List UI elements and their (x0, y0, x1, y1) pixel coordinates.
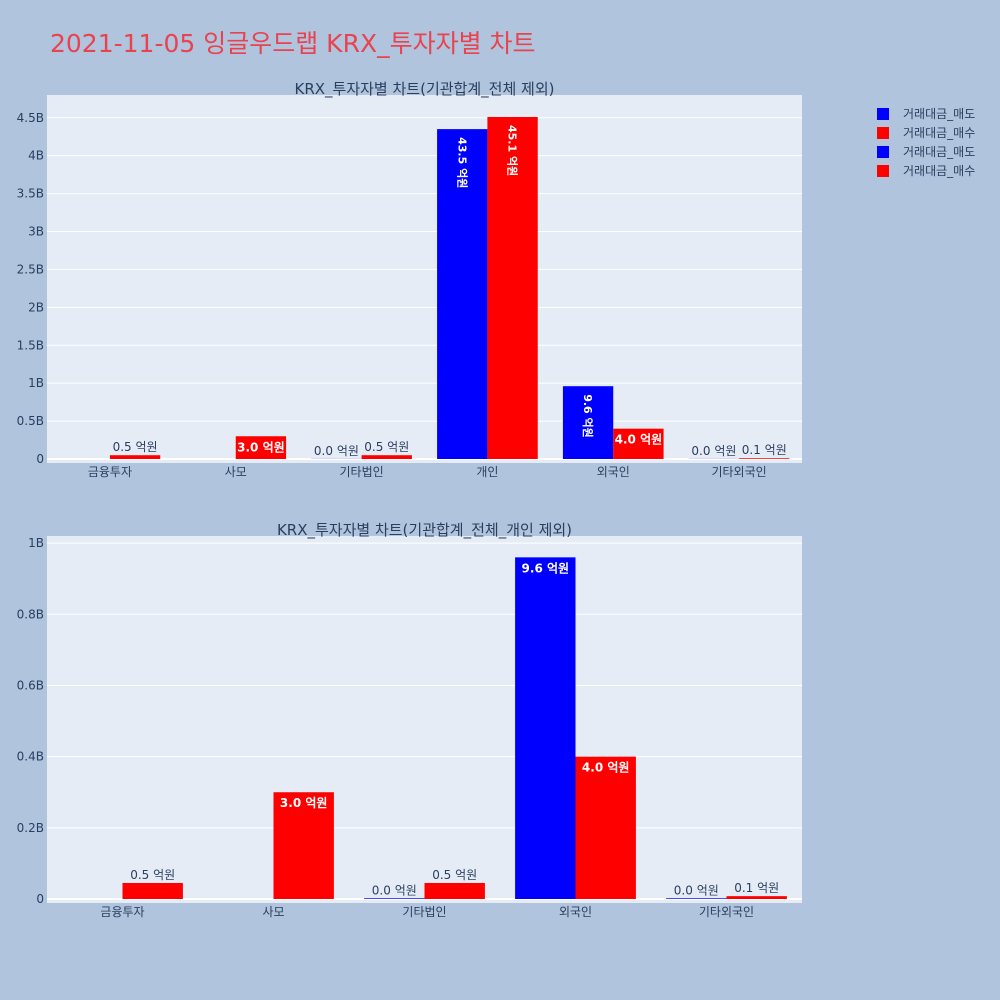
chart-1: KRX_투자자별 차트(기관합계_전체 제외) 0 0.5B 1B 1.5B 2B 2.5B… (17, 80, 802, 479)
plot-background (47, 95, 802, 463)
y-tick-label: 2B (28, 300, 44, 314)
x-tick-label: 기타법인 (402, 905, 446, 919)
y-tick-label: 4.5B (17, 111, 44, 125)
data-label: 3.0 억원 (280, 796, 328, 810)
legend-label: 거래대금_매도 (903, 145, 975, 159)
y-tick-label: 0 (36, 452, 44, 466)
data-label: 9.6 억원 (522, 561, 570, 575)
bar-sell (666, 898, 727, 899)
y-tick-label: 1.5B (17, 338, 44, 352)
bar-sell (515, 557, 576, 899)
plot-background (47, 536, 802, 903)
data-label: 0.5 억원 (432, 868, 477, 882)
y-tick-label: 0.8B (17, 607, 44, 621)
bar-buy (726, 896, 787, 899)
y-tick-label: 3B (28, 225, 44, 239)
legend-swatch (877, 165, 889, 177)
bar-buy (361, 455, 412, 459)
x-tick-label: 기타법인 (339, 465, 383, 479)
legend-swatch (877, 108, 889, 120)
x-tick-label: 개인 (476, 465, 498, 479)
x-tick-label: 외국인 (559, 905, 592, 919)
chart-title: KRX_투자자별 차트(기관합계_전체_개인 제외) (277, 521, 572, 540)
legend-label: 거래대금_매수 (903, 164, 975, 178)
chart-2: KRX_투자자별 차트(기관합계_전체_개인 제외) 0 0.2B 0.4B 0.6B 0… (17, 521, 802, 919)
bar-sell (562, 386, 614, 459)
bar-buy (273, 792, 334, 899)
y-tick-label: 1B (28, 376, 44, 390)
bar-buy (575, 756, 636, 899)
y-tick-label: 4B (28, 149, 44, 163)
data-label: 9.6 억원 (581, 394, 595, 438)
y-tick-label: 0.5B (17, 414, 44, 428)
x-tick-label: 사모 (262, 905, 284, 919)
data-label: 43.5 억원 (455, 137, 469, 188)
legend-label: 거래대금_매수 (903, 126, 975, 140)
y-tick-label: 0.4B (17, 750, 44, 764)
y-tick-label: 2.5B (17, 262, 44, 276)
x-tick-label: 기타외국인 (699, 905, 754, 919)
bar-buy (739, 458, 790, 459)
y-tick-label: 0.2B (17, 821, 44, 835)
legend-swatch (877, 127, 889, 139)
bar-buy (235, 436, 287, 459)
data-label: 0.0 억원 (674, 883, 719, 897)
bar-sell (364, 898, 425, 899)
bar-buy (122, 882, 183, 899)
bar-buy (424, 882, 485, 899)
bar-sell (437, 129, 488, 459)
bar-buy (487, 116, 538, 459)
data-label: 0.0 억원 (372, 883, 417, 897)
x-tick-label: 기타외국인 (711, 465, 766, 479)
x-tick-label: 사모 (225, 465, 247, 479)
y-tick-label: 3.5B (17, 187, 44, 201)
legend-label: 거래대금_매도 (903, 107, 975, 121)
data-label: 0.1 억원 (734, 881, 779, 895)
data-label: 0.5 억원 (364, 440, 409, 454)
data-label: 4.0 억원 (615, 433, 663, 447)
x-tick-label: 금융투자 (100, 905, 144, 919)
data-label: 4.0 억원 (582, 761, 630, 775)
data-label: 0.5 억원 (130, 868, 175, 882)
data-label: 0.1 억원 (742, 443, 787, 457)
chart-title: KRX_투자자별 차트(기관합계_전체 제외) (295, 80, 555, 99)
y-tick-label: 0.6B (17, 678, 44, 692)
y-tick-label: 0 (36, 892, 44, 906)
data-label: 3.0 억원 (237, 440, 285, 454)
data-label: 45.1 억원 (506, 125, 520, 176)
page-title: 2021-11-05 잉글우드랩 KRX_투자자별 차트 (50, 29, 536, 58)
y-tick-label: 1B (28, 536, 44, 550)
data-label: 0.0 억원 (691, 444, 736, 458)
bar-buy (613, 428, 664, 459)
x-tick-label: 외국인 (597, 465, 630, 479)
x-tick-label: 금융투자 (88, 465, 132, 479)
data-label: 0.5 억원 (113, 440, 158, 454)
bar-buy (109, 455, 161, 459)
data-label: 0.0 억원 (314, 444, 359, 458)
legend-swatch (877, 146, 889, 158)
